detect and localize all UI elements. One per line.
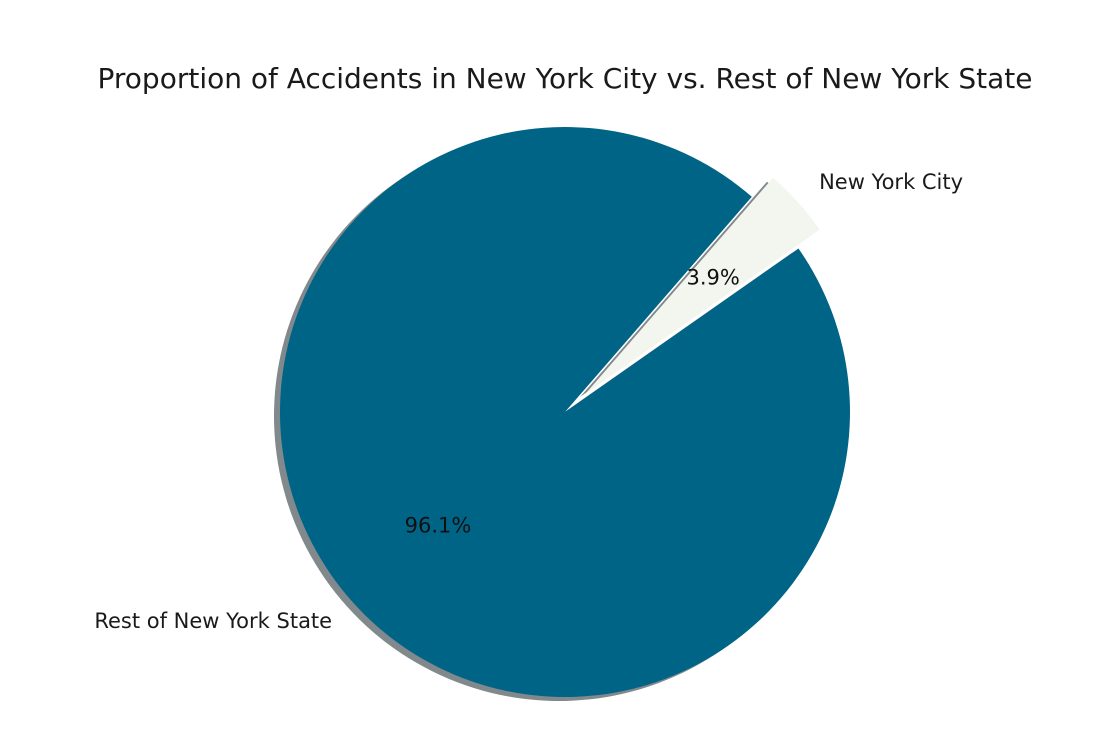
pct-label-rest-of-new-york-state: 96.1% (405, 513, 472, 537)
pie-slices (279, 126, 850, 697)
pct-label-new-york-city: 3.9% (687, 265, 740, 289)
slice-rest-of-new-york-state (279, 126, 850, 697)
chart-title: Proportion of Accidents in New York City… (98, 62, 1033, 95)
label-new-york-city: New York City (819, 170, 963, 194)
slice-new-york-city (586, 177, 820, 393)
label-rest-of-new-york-state: Rest of New York State (94, 609, 332, 633)
pie-labels: New York City 3.9% Rest of New York State 9… (94, 170, 963, 633)
